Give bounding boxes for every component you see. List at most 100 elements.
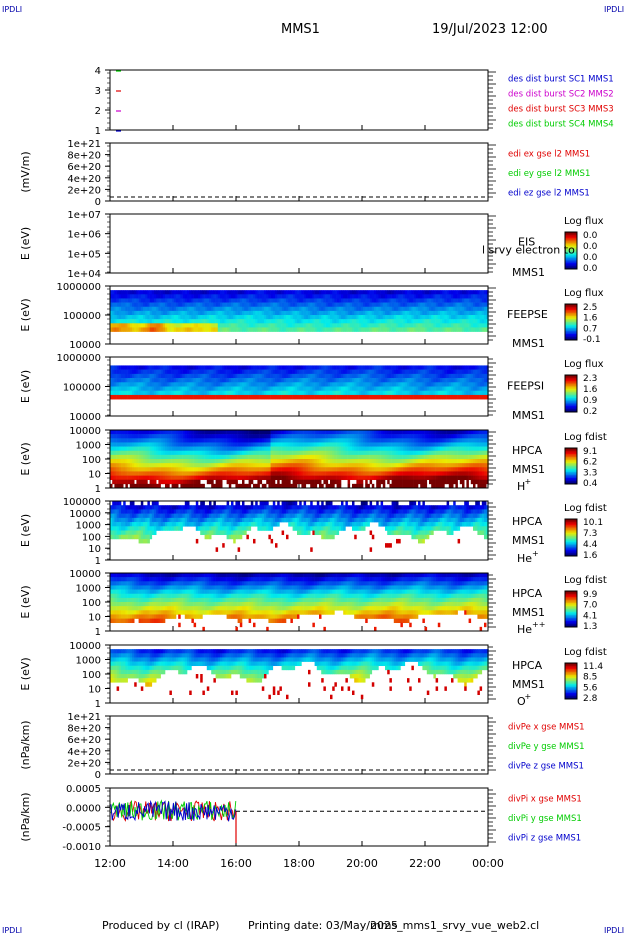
spectrogram-cell	[284, 476, 287, 480]
spectrogram-cell	[191, 315, 194, 319]
spectrogram-cell	[308, 480, 311, 484]
spectrogram-cell	[244, 467, 247, 471]
spectrogram-cell	[304, 387, 307, 392]
spectrogram-cell	[264, 430, 267, 434]
spectrogram-cell	[180, 430, 183, 434]
spectrogram-cell	[211, 365, 214, 370]
spectrogram-cell	[141, 430, 144, 434]
spectrogram-cell	[233, 290, 236, 294]
spectrogram-cell	[224, 451, 227, 455]
spectrogram-cell	[273, 447, 276, 451]
spectrogram-cell	[211, 323, 214, 327]
spectrogram-cell	[244, 319, 247, 323]
spectrogram-cell	[290, 395, 293, 400]
spectrogram-cell	[202, 307, 205, 311]
spectrogram-cell	[176, 476, 179, 480]
spectrogram-cell	[121, 382, 124, 387]
spectrogram-cell	[288, 395, 291, 400]
spectrogram-cell	[145, 442, 148, 446]
spectrogram-cell	[209, 442, 212, 446]
spectrogram-cell	[464, 365, 467, 370]
spectrogram-cell	[310, 391, 313, 396]
spectrogram-cell	[308, 451, 311, 455]
spectrogram-cell	[216, 430, 219, 434]
spectrogram-cell	[213, 387, 216, 392]
spectrogram-cell	[143, 378, 146, 383]
spectrogram-cell	[378, 290, 381, 294]
spectrogram-cell	[161, 327, 164, 331]
spectrogram-cell	[231, 395, 234, 400]
spectrogram-cell	[403, 315, 406, 319]
spectrogram-cell	[207, 480, 210, 484]
spectrogram-cell	[429, 378, 432, 383]
spectrogram-cell	[185, 459, 188, 463]
spectrogram-cell	[180, 323, 183, 327]
spectrogram-cell	[297, 395, 300, 400]
spectrogram-cell	[255, 438, 258, 442]
spectrogram-cell	[323, 365, 326, 370]
spectrogram-cell	[407, 378, 410, 383]
spectrogram-cell	[299, 387, 302, 392]
spectrogram-cell	[128, 311, 131, 315]
spectrogram-cell	[207, 459, 210, 463]
spectrogram-cell	[229, 430, 232, 434]
spectrogram-cell	[194, 382, 197, 387]
spectrogram-cell	[288, 471, 291, 475]
spectrogram-cell	[121, 378, 124, 383]
spectrogram-cell	[161, 471, 164, 475]
spectrogram-cell	[222, 370, 225, 375]
spectrogram-cell	[196, 365, 199, 370]
spectrogram-cell	[319, 434, 322, 438]
spectrogram-cell	[189, 323, 192, 327]
spectrogram-cell	[405, 382, 408, 387]
spectrogram-cell	[227, 382, 230, 387]
spectrogram-cell	[317, 434, 320, 438]
spectrogram-cell	[304, 455, 307, 459]
spectrogram-cell	[183, 471, 186, 475]
spectrogram-cell	[477, 387, 480, 392]
spectrogram-cell	[477, 391, 480, 396]
spectrogram-cell	[420, 370, 423, 375]
spectrogram-cell	[150, 382, 153, 387]
spectrogram-cell	[418, 323, 421, 327]
spectrogram-cell	[185, 451, 188, 455]
spectrogram-cell	[427, 315, 430, 319]
spectrogram-cell	[279, 476, 282, 480]
spectrogram-cell	[136, 395, 139, 400]
spectrogram-cell	[139, 434, 142, 438]
spectrogram-cell	[407, 374, 410, 379]
spectrogram-cell	[200, 303, 203, 307]
spectrogram-cell	[262, 327, 265, 331]
spectrogram-cell	[218, 298, 221, 302]
spectrogram-cell	[125, 307, 128, 311]
spectrogram-cell	[235, 463, 238, 467]
spectrogram-cell	[257, 303, 260, 307]
spectrogram-cell	[282, 442, 285, 446]
spectrogram-cell	[385, 315, 388, 319]
spectrogram-cell	[253, 471, 256, 475]
spectrogram-cell	[134, 290, 137, 294]
spectrogram-cell	[224, 467, 227, 471]
spectrogram-cell	[211, 467, 214, 471]
spectrogram-cell	[301, 442, 304, 446]
spectrogram-cell	[227, 459, 230, 463]
spectrogram-cell	[268, 463, 271, 467]
spectrogram-cell	[130, 307, 133, 311]
spectrogram-cell	[438, 298, 441, 302]
spectrogram-cell	[323, 434, 326, 438]
spectrogram-cell	[222, 382, 225, 387]
spectrogram-cell	[260, 365, 263, 370]
spectrogram-cell	[407, 370, 410, 375]
spectrogram-cell	[209, 438, 212, 442]
spectrogram-cell	[363, 382, 366, 387]
spectrogram-cell	[178, 374, 181, 379]
spectrogram-cell	[447, 290, 450, 294]
spectrogram-cell	[268, 378, 271, 383]
spectrogram-cell	[145, 323, 148, 327]
spectrogram-cell	[264, 438, 267, 442]
spectrogram-cell	[469, 382, 472, 387]
spectrogram-cell	[337, 370, 340, 375]
spectrogram-cell	[251, 442, 254, 446]
spectrogram-cell	[194, 378, 197, 383]
